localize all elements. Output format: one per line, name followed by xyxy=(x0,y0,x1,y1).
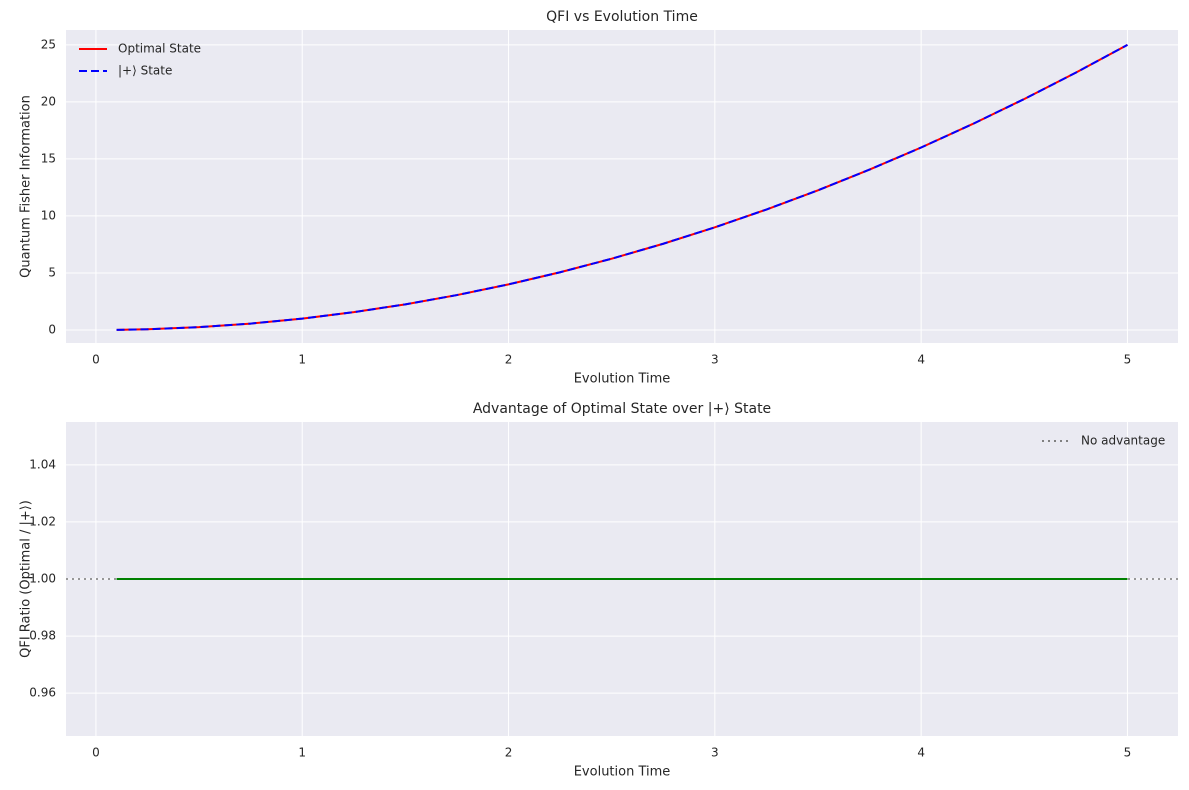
y-tick-label: 10 xyxy=(41,208,56,222)
legend-label: Optimal State xyxy=(118,42,201,56)
x-tick-label: 3 xyxy=(711,353,719,367)
x-tick-label: 5 xyxy=(1124,746,1132,760)
series-line xyxy=(116,43,1128,331)
y-tick-label: 1.00 xyxy=(29,572,56,586)
y-tick-label: 25 xyxy=(41,37,56,51)
x-tick-label: 0 xyxy=(92,746,100,760)
legend-label: |+⟩ State xyxy=(118,64,172,78)
x-axis-label: Evolution Time xyxy=(574,372,671,387)
y-tick-label: 5 xyxy=(48,265,56,279)
x-tick-label: 5 xyxy=(1124,353,1132,367)
x-tick-label: 0 xyxy=(92,353,100,367)
y-tick-label: 0.96 xyxy=(29,686,56,700)
y-tick-label: 20 xyxy=(41,94,56,108)
legend-label: No advantage xyxy=(1081,434,1165,448)
x-tick-label: 1 xyxy=(298,353,306,367)
y-axis-label: Quantum Fisher Information xyxy=(19,95,34,278)
y-tick-label: 1.04 xyxy=(29,457,56,471)
y-tick-label: 15 xyxy=(41,151,56,165)
x-tick-label: 4 xyxy=(917,746,925,760)
x-tick-label: 4 xyxy=(917,353,925,367)
x-tick-label: 2 xyxy=(505,746,513,760)
plot-area xyxy=(66,30,1178,343)
y-tick-label: 1.02 xyxy=(29,514,56,528)
y-axis-label: QFI Ratio (Optimal / |+⟩) xyxy=(19,500,34,658)
chart-title: QFI vs Evolution Time xyxy=(546,9,698,25)
chart-title: Advantage of Optimal State over |+⟩ Stat… xyxy=(473,401,771,417)
y-tick-label: 0 xyxy=(48,322,56,336)
x-tick-label: 2 xyxy=(505,353,513,367)
x-tick-label: 1 xyxy=(298,746,306,760)
x-axis-label: Evolution Time xyxy=(574,765,671,780)
y-tick-label: 0.98 xyxy=(29,629,56,643)
x-tick-label: 3 xyxy=(711,746,719,760)
